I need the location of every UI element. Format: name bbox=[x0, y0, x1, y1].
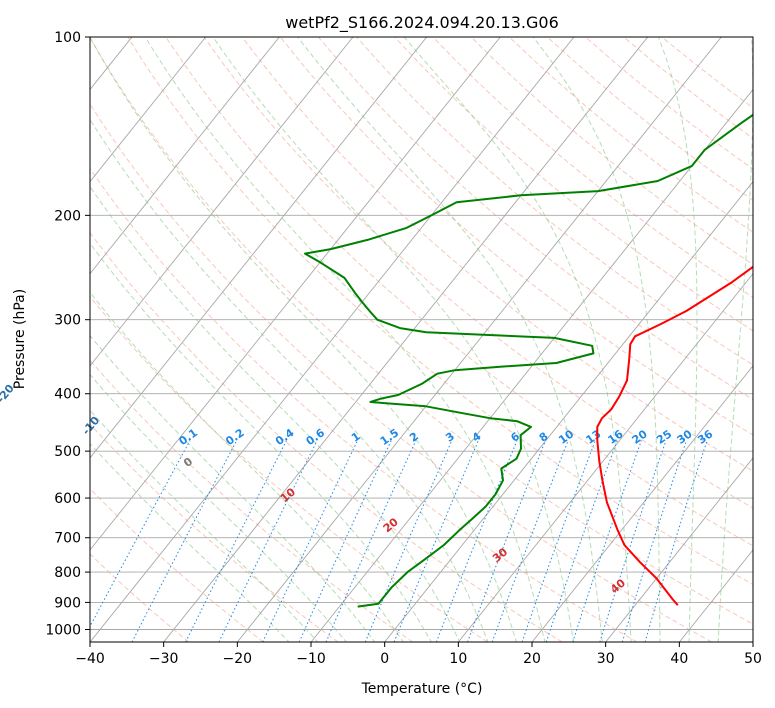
isotherm bbox=[90, 37, 207, 183]
isotherm bbox=[384, 180, 753, 642]
y-tick-label: 1000 bbox=[45, 623, 81, 639]
mixing-ratio-line bbox=[364, 440, 453, 642]
moist-adiabat bbox=[90, 291, 404, 642]
mixing-ratio-line bbox=[599, 440, 667, 642]
dry-adiabat bbox=[90, 487, 264, 642]
moist-adiabat bbox=[90, 37, 517, 642]
mixing-ratio-line bbox=[90, 440, 191, 628]
moist-adiabat bbox=[144, 37, 546, 642]
mixing-ratio-line bbox=[298, 440, 392, 642]
isotherm bbox=[457, 272, 753, 642]
mixing-ratio-line bbox=[491, 440, 569, 642]
isotherm bbox=[90, 37, 354, 367]
y-tick-label: 600 bbox=[54, 491, 81, 507]
x-axis-label: Temperature (°C) bbox=[361, 681, 483, 697]
isotherm bbox=[90, 37, 280, 275]
y-tick-label: 300 bbox=[54, 313, 81, 329]
y-tick-label: 500 bbox=[54, 444, 81, 460]
x-tick-label: −10 bbox=[296, 651, 326, 667]
isotherm bbox=[163, 37, 649, 642]
x-tick-label: 50 bbox=[744, 651, 762, 667]
profiles bbox=[304, 113, 753, 608]
mixing-ratio-line bbox=[521, 440, 596, 642]
x-tick-label: 20 bbox=[523, 651, 541, 667]
mixing-ratio-line bbox=[621, 440, 687, 642]
isotherm bbox=[90, 37, 428, 459]
moist-adiabat bbox=[296, 37, 603, 642]
isotherm bbox=[90, 37, 501, 551]
dry-adiabat bbox=[356, 37, 753, 366]
moist-adiabat bbox=[90, 118, 489, 642]
dry-adiabat bbox=[90, 37, 753, 625]
y-axis-label: Pressure (hPa) bbox=[12, 289, 28, 389]
moist-adiabat bbox=[90, 242, 432, 642]
isotherm bbox=[90, 37, 575, 642]
moist-adiabat bbox=[90, 409, 319, 642]
mixing-ratio-line bbox=[185, 440, 287, 642]
temperature-line bbox=[596, 265, 753, 606]
moist-adiabat bbox=[657, 37, 698, 642]
dry-adiabat bbox=[394, 37, 753, 332]
moist-adiabat bbox=[403, 37, 632, 642]
x-tick-label: 0 bbox=[380, 651, 389, 667]
dry-adiabat bbox=[90, 295, 488, 642]
dry-adiabat bbox=[203, 37, 753, 509]
y-tick-label: 200 bbox=[54, 208, 81, 224]
y-tick-label: 100 bbox=[54, 30, 81, 46]
mixing-ratio-line bbox=[218, 440, 318, 642]
moist-adiabat bbox=[90, 185, 461, 642]
moist-adiabat bbox=[90, 334, 376, 642]
mixing-ratio-line bbox=[393, 440, 479, 642]
dry-adiabat bbox=[241, 37, 753, 472]
background-lines bbox=[90, 37, 753, 642]
moist-adiabat bbox=[532, 37, 661, 642]
moist-adiabat bbox=[717, 37, 753, 642]
dry-adiabat bbox=[90, 103, 712, 642]
dry-adiabat bbox=[279, 37, 753, 436]
x-tick-label: 10 bbox=[449, 651, 467, 667]
x-tick-label: −30 bbox=[149, 651, 179, 667]
moist-adiabat bbox=[212, 37, 575, 642]
mixing-ratio-line bbox=[545, 440, 618, 642]
x-tick-label: 30 bbox=[597, 651, 615, 667]
x-tick-label: −40 bbox=[75, 651, 105, 667]
plot-frame bbox=[89, 36, 754, 643]
moist-adiabat bbox=[90, 373, 347, 642]
y-tick-label: 800 bbox=[54, 565, 81, 581]
x-axis-ticks: −40 −30 −20 −10 0 10 20 30 40 50 bbox=[75, 642, 762, 667]
chart-title: wetPf2_S166.2024.094.20.13.G06 bbox=[285, 13, 559, 33]
isotherm bbox=[310, 88, 753, 642]
dewpoint-line bbox=[304, 113, 753, 608]
mixing-ratio-line bbox=[644, 440, 708, 642]
isotherm bbox=[605, 457, 753, 642]
dry-adiabat bbox=[432, 37, 753, 298]
isotherm bbox=[236, 37, 722, 642]
dry-adiabat bbox=[90, 423, 339, 642]
y-tick-label: 900 bbox=[54, 595, 81, 611]
dry-adiabat bbox=[90, 553, 190, 642]
y-axis-ticks: 100 200 300 400 500 600 700 800 900 1000 bbox=[45, 30, 90, 639]
moist-adiabat bbox=[90, 442, 290, 642]
mixing-ratio-line bbox=[325, 440, 417, 642]
y-tick-label: 400 bbox=[54, 387, 81, 403]
x-tick-label: −20 bbox=[223, 651, 253, 667]
y-tick-label: 700 bbox=[54, 531, 81, 547]
x-tick-label: 40 bbox=[670, 651, 688, 667]
isotherm bbox=[531, 365, 753, 642]
